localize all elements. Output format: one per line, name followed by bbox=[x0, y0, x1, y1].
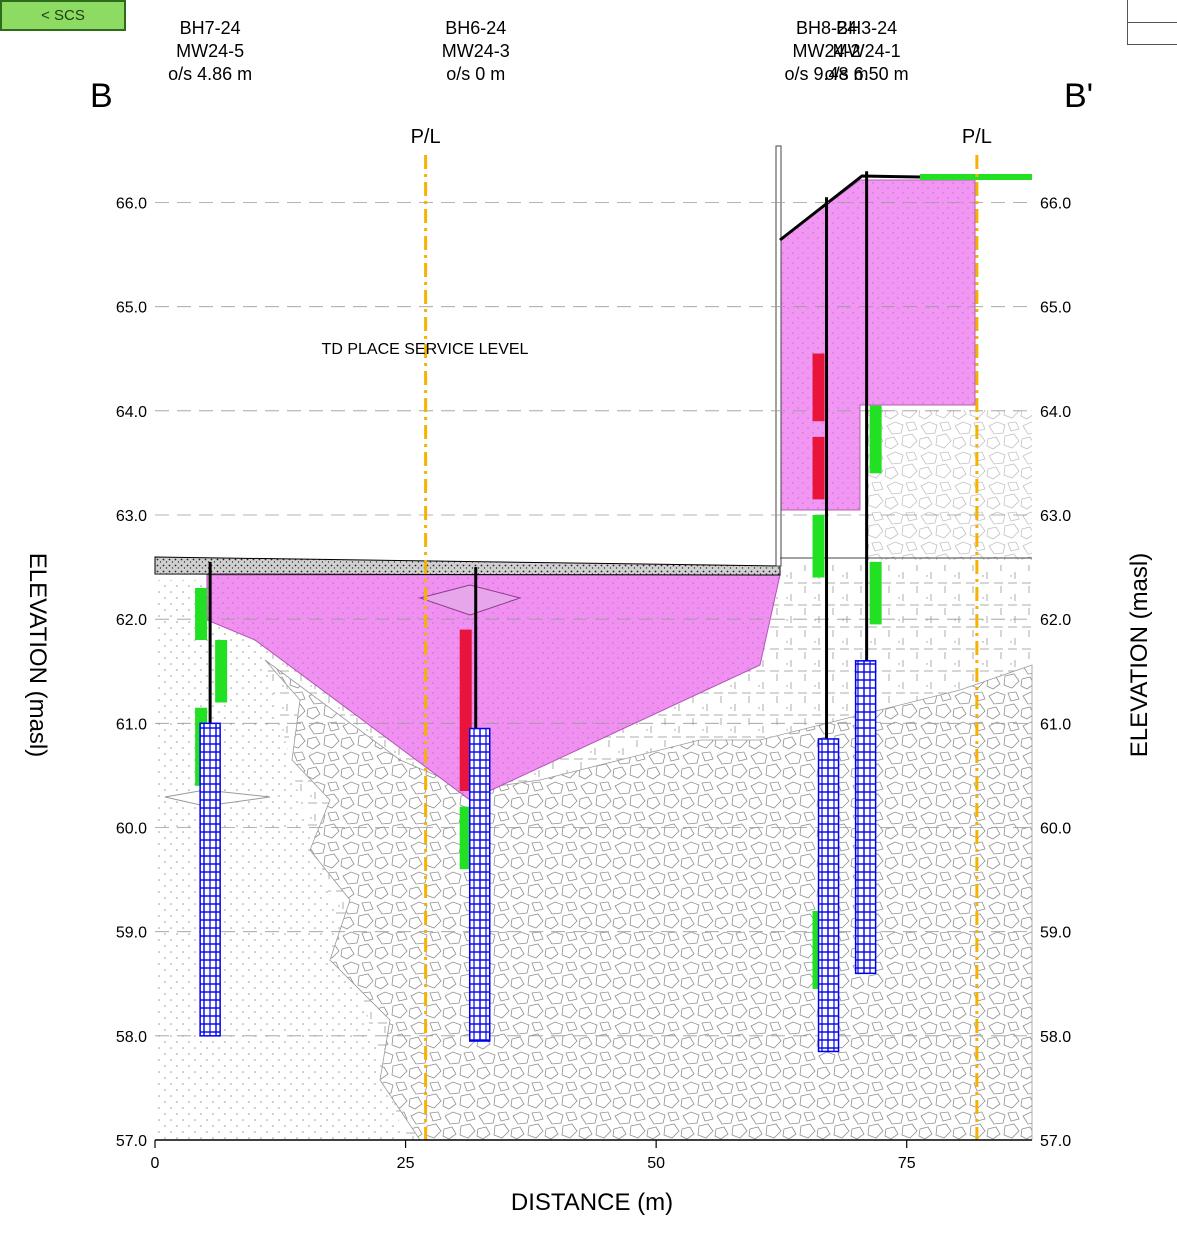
y-tick-label-right: 65.0 bbox=[1040, 300, 1071, 317]
x-tick-label: 0 bbox=[151, 1155, 160, 1172]
sample-interval bbox=[459, 806, 472, 870]
y-tick-label-left: 59.0 bbox=[116, 925, 147, 942]
borehole-header: BH6-24 MW24-3 o/s 0 m bbox=[442, 18, 510, 84]
borehole-well-label: MW24-3 bbox=[442, 41, 510, 61]
sample-interval bbox=[869, 561, 882, 625]
y-tick-label-left: 57.0 bbox=[116, 1133, 147, 1150]
borehole-name-label: BH3-24 bbox=[836, 18, 897, 38]
x-tick-label: 50 bbox=[647, 1155, 665, 1172]
section-start-label: B bbox=[90, 77, 113, 115]
borehole-well-label: MW24-5 bbox=[176, 41, 244, 61]
sample-interval bbox=[812, 436, 825, 500]
lens-symbol bbox=[418, 584, 522, 616]
x-axis-title: DISTANCE (m) bbox=[511, 1189, 673, 1216]
borehole-header: BH8-24 MW24-2 o/s 9.48 m bbox=[785, 18, 869, 84]
contaminated-zone-upper bbox=[779, 179, 976, 511]
sample-interval bbox=[195, 587, 208, 640]
borehole-header: BH7-24 MW24-5 o/s 4.86 m bbox=[168, 18, 252, 84]
sample-interval bbox=[812, 353, 825, 422]
retaining-wall bbox=[775, 145, 782, 567]
y-tick-label-left: 60.0 bbox=[116, 821, 147, 838]
well-screen bbox=[199, 722, 221, 1037]
y-tick-label-left: 64.0 bbox=[116, 404, 147, 421]
asphalt-surface bbox=[154, 556, 781, 576]
section-end-label: B' bbox=[1064, 77, 1093, 115]
y-tick-label-right: 62.0 bbox=[1040, 612, 1071, 629]
corner-frame bbox=[1127, 0, 1177, 45]
well-screen bbox=[817, 738, 840, 1053]
y-axis-ticks: 57.0 57.0 58.0 58.0 59.0 59.0 60.0 60.0 61.0 61.0… bbox=[116, 196, 1071, 1151]
back-to-scs-button[interactable]: < SCS bbox=[0, 0, 126, 31]
borehole-offset-label: o/s 0 m bbox=[446, 64, 505, 84]
borehole-well-label: MW24-2 bbox=[793, 41, 861, 61]
y-tick-label-right: 61.0 bbox=[1040, 716, 1071, 733]
well-screens bbox=[199, 660, 877, 1053]
x-axis-ticks: 0 25 50 75 bbox=[151, 1140, 916, 1172]
y-tick-label-right: 60.0 bbox=[1040, 821, 1071, 838]
borehole-offset-label: o/s 4.86 m bbox=[168, 64, 252, 84]
service-level-annotation: TD PLACE SERVICE LEVEL bbox=[322, 341, 529, 358]
y-tick-label-left: 63.0 bbox=[116, 508, 147, 525]
y-tick-label-right: 58.0 bbox=[1040, 1029, 1071, 1046]
borehole-offset-label: o/s 6.50 m bbox=[825, 64, 909, 84]
borehole-offset-label: o/s 9.48 m bbox=[785, 64, 869, 84]
ground-surface-line bbox=[779, 174, 921, 242]
sample-interval bbox=[215, 640, 228, 703]
sample-interval bbox=[459, 629, 472, 792]
y-tick-label-right: 64.0 bbox=[1040, 404, 1071, 421]
y-tick-label-left: 65.0 bbox=[116, 300, 147, 317]
y-tick-label-left: 62.0 bbox=[116, 612, 147, 629]
property-line-label: P/L bbox=[962, 126, 992, 148]
property-lines: P/L P/L bbox=[411, 126, 992, 1140]
well-screen bbox=[854, 660, 877, 975]
borehole-name-label: BH6-24 bbox=[445, 18, 506, 38]
y-tick-label-left: 61.0 bbox=[116, 716, 147, 733]
sample-interval bbox=[812, 515, 825, 578]
borehole-name-label: BH7-24 bbox=[180, 18, 241, 38]
y-tick-label-left: 58.0 bbox=[116, 1029, 147, 1046]
boreholes: BH7-24 MW24-5 o/s 4.86 m BH6-24 MW24-3 o/s 0 … bbox=[168, 18, 909, 1052]
upper-gravel-layer bbox=[865, 410, 1032, 560]
y-tick-label-right: 57.0 bbox=[1040, 1133, 1071, 1150]
y-tick-label-left: 66.0 bbox=[116, 196, 147, 213]
y-axis-title-right: ELEVATION (masl) bbox=[1126, 553, 1153, 757]
borehole-header: BH3-24 MW24-1 o/s 6.50 m bbox=[825, 18, 909, 84]
borehole-well-label: MW24-1 bbox=[833, 41, 901, 61]
y-tick-label-right: 66.0 bbox=[1040, 196, 1071, 213]
y-axis-title-left: ELEVATION (masl) bbox=[24, 553, 51, 757]
x-tick-label: 75 bbox=[898, 1155, 916, 1172]
well-screen bbox=[468, 727, 491, 1042]
property-line-label: P/L bbox=[411, 126, 441, 148]
y-tick-label-right: 63.0 bbox=[1040, 508, 1071, 525]
borehole-name-label: BH8-24 bbox=[796, 18, 857, 38]
y-tick-label-right: 59.0 bbox=[1040, 925, 1071, 942]
sample-interval bbox=[869, 405, 882, 474]
x-tick-label: 25 bbox=[397, 1155, 415, 1172]
